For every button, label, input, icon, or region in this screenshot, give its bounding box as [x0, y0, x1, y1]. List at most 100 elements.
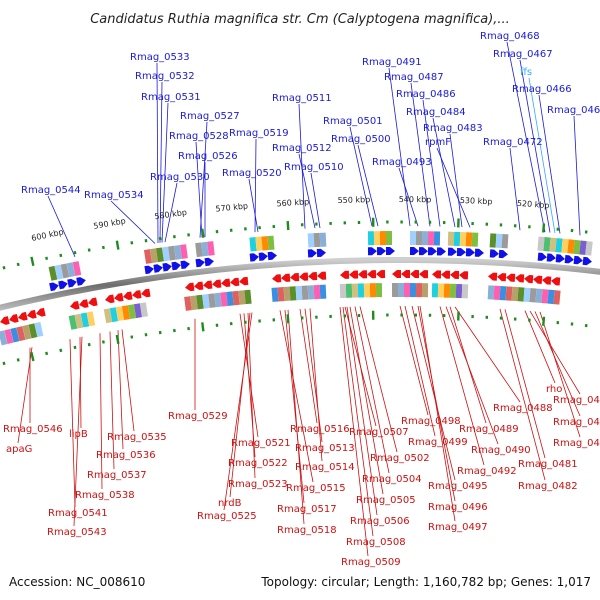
gene-label[interactable]: Rmag_0502 — [370, 453, 430, 464]
gene-label[interactable]: Rmag_0523 — [228, 479, 288, 490]
gene-label[interactable]: Rmag_0525 — [197, 511, 257, 522]
reverse-gene-arrow — [431, 270, 442, 279]
gene-block — [553, 290, 561, 305]
gene-label[interactable]: Rmag_0507 — [349, 427, 409, 438]
gene-label[interactable]: Rmag_0490 — [471, 445, 531, 456]
gene-label[interactable]: Rmag_0534 — [84, 190, 144, 201]
gene-label[interactable]: Rmag_0538 — [75, 490, 135, 501]
gene-block — [202, 294, 210, 309]
gene-label[interactable]: Rmag_0493 — [372, 157, 432, 168]
reverse-gene-arrow — [419, 270, 429, 279]
gene-block — [409, 231, 417, 246]
gene-label[interactable]: Rmag_0501 — [323, 116, 383, 127]
gene-label[interactable]: Rmag_0513 — [295, 443, 355, 454]
label-leader-lines — [17, 41, 581, 557]
gene-label[interactable]: Rmag_0509 — [341, 557, 401, 568]
gene-label[interactable]: Rmag_0508 — [346, 537, 406, 548]
gene-label[interactable]: Rmag_0515 — [286, 483, 346, 494]
gene-label[interactable]: Rmag_0499 — [408, 437, 468, 448]
gene-label[interactable]: Rmag_0546 — [3, 424, 63, 435]
leader-line — [117, 330, 124, 450]
gene-label[interactable]: Rmag_0483 — [423, 123, 483, 134]
gene-label[interactable]: Rmag_0510 — [284, 162, 344, 173]
gene-label[interactable]: Rmag_0467 — [493, 49, 553, 60]
gene-label[interactable]: Rmag_0491 — [362, 57, 422, 68]
inner-tick — [471, 315, 474, 319]
reverse-gene-arrow — [104, 294, 115, 304]
gene-label[interactable]: Rmag_0514 — [295, 462, 355, 473]
gene-label[interactable]: Rmag_0498 — [401, 416, 461, 427]
inner-tick — [457, 311, 460, 321]
gene-label[interactable]: rpmF — [425, 137, 451, 148]
gene-label[interactable]: Rmag_0481 — [518, 459, 578, 470]
gene-label[interactable]: Rmag_0468 — [480, 31, 540, 42]
gene-label[interactable]: Rmag_0489 — [459, 424, 519, 435]
gene-label[interactable]: Rmag_0541 — [48, 508, 108, 519]
gene-label[interactable]: Rmag_0472 — [483, 137, 543, 148]
gene-block — [319, 284, 327, 299]
gene-label[interactable]: Rmag_0530 — [150, 172, 210, 183]
gene-label[interactable]: Rmag_0478 — [553, 395, 600, 406]
gene-label[interactable]: Rmag_0531 — [141, 92, 201, 103]
gene-label[interactable]: Rmag_0532 — [135, 71, 195, 82]
gene-label[interactable]: Rmag_0528 — [169, 131, 229, 142]
gene-label[interactable]: Rmag_0505 — [356, 495, 416, 506]
gene-label[interactable]: Rmag_0518 — [277, 525, 337, 536]
forward-gene-arrow — [456, 247, 466, 257]
gene-label[interactable]: Rmag_0464 — [547, 105, 600, 116]
gene-label[interactable]: Rmag_0544 — [21, 185, 81, 196]
gene-label[interactable]: Rmag_0527 — [180, 111, 240, 122]
gene-label[interactable]: Rmag_0500 — [331, 134, 391, 145]
gene-label[interactable]: Rmag_0479 — [553, 417, 600, 428]
reverse-gene-arrow — [391, 269, 402, 278]
gene-block — [351, 283, 359, 298]
gene-label[interactable]: Rmag_0535 — [107, 432, 167, 443]
gene-label[interactable]: Rmag_0497 — [428, 522, 488, 533]
gene-label[interactable]: Rmag_0480 — [553, 438, 600, 449]
gene-label[interactable]: Rmag_0519 — [229, 128, 289, 139]
gene-block — [427, 231, 435, 246]
gene-label[interactable]: Rmag_0512 — [272, 143, 332, 154]
gene-label[interactable]: Rmag_0536 — [96, 450, 156, 461]
gene-block — [28, 323, 38, 339]
forward-gene-arrow — [427, 247, 437, 256]
gene-label[interactable]: Rmag_0486 — [396, 89, 456, 100]
gene-label[interactable]: Rmag_0520 — [222, 168, 282, 179]
gene-block — [461, 284, 469, 299]
gene-label[interactable]: Rmag_0517 — [277, 504, 337, 515]
gene-label[interactable]: Rmag_0537 — [87, 470, 147, 481]
gene-label[interactable]: apaG — [6, 444, 32, 455]
gene-label[interactable]: Rmag_0521 — [231, 438, 291, 449]
gene-label[interactable]: ffs — [520, 67, 532, 78]
inner-tick — [16, 358, 20, 362]
scale-label: 550 kbp — [338, 195, 371, 205]
leader-line — [310, 172, 321, 228]
gene-label[interactable]: Rmag_0543 — [47, 527, 107, 538]
gene-label[interactable]: Rmag_0466 — [512, 84, 572, 95]
gene-label[interactable]: Rmag_0504 — [362, 474, 422, 485]
gene-label[interactable]: rho — [546, 384, 562, 395]
gene-label[interactable]: Rmag_0487 — [384, 72, 444, 83]
gene-label[interactable]: Rmag_0482 — [518, 481, 578, 492]
gene-label[interactable]: Rmag_0506 — [350, 516, 410, 527]
gene-label[interactable]: Rmag_0492 — [457, 466, 517, 477]
gene-label[interactable]: Rmag_0484 — [406, 107, 466, 118]
gene-block — [437, 283, 445, 298]
gene-label[interactable]: Rmag_0522 — [228, 458, 288, 469]
gene-label[interactable]: Rmag_0496 — [428, 502, 488, 513]
gene-block — [495, 233, 503, 249]
gene-label[interactable]: Rmag_0516 — [290, 424, 350, 435]
gene-label[interactable]: Rmag_0529 — [168, 411, 228, 422]
gene-label[interactable]: lipB — [69, 429, 88, 440]
gene-label[interactable]: Rmag_0488 — [493, 403, 553, 414]
leader-line — [161, 102, 169, 243]
reverse-gene-arrow — [524, 274, 534, 284]
gene-label[interactable]: Rmag_0533 — [130, 52, 190, 63]
gene-label[interactable]: nrdB — [218, 498, 242, 509]
gene-block — [207, 241, 215, 256]
gene-block — [449, 283, 457, 298]
gene-label[interactable]: Rmag_0526 — [178, 151, 238, 162]
gene-label[interactable]: Rmag_0511 — [272, 93, 332, 104]
gene-label[interactable]: Rmag_0495 — [428, 481, 488, 492]
forward-gene-arrow — [385, 247, 395, 256]
